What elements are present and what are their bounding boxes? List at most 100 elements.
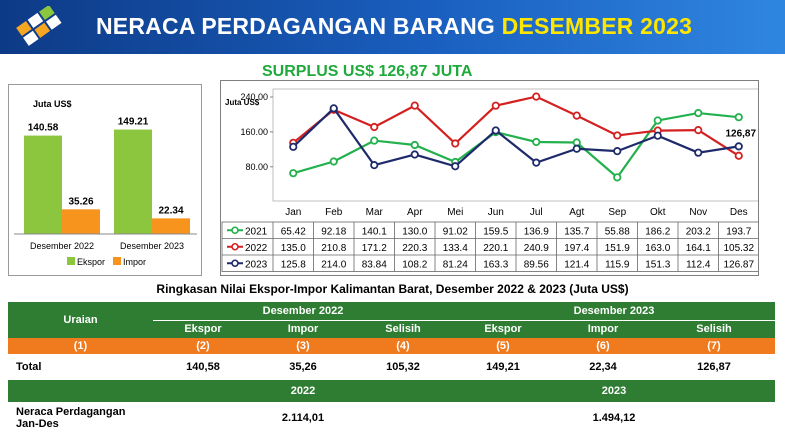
x-category-label: Jul (530, 207, 543, 218)
summary-table: Uraian Desember 2022 Desember 2023 Ekspo… (8, 302, 775, 434)
last-value-annotation: 126,87 (725, 128, 756, 139)
legend-label-2022: 2022 (245, 243, 268, 254)
legend-label-2023: 2023 (245, 259, 268, 270)
legend-marker-2022 (231, 242, 239, 251)
data-table-value: 140.1 (362, 226, 387, 237)
legend-marker-2021 (231, 226, 239, 235)
data-table-value: 197.4 (564, 243, 589, 254)
data-point-2022 (370, 122, 379, 132)
header-period-2023: Desember 2023 (453, 302, 775, 321)
data-table-value: 159.5 (483, 226, 508, 237)
data-table-value: 91.02 (443, 226, 468, 237)
data-table-value: 220.3 (402, 243, 427, 254)
legend-label-2021: 2021 (245, 226, 268, 237)
data-point-2021 (329, 157, 338, 166)
data-table-value: 121.4 (564, 259, 589, 270)
header-period-2022: Desember 2022 (153, 302, 453, 321)
data-table-value: 151.9 (605, 243, 630, 254)
x-category-label: Nov (689, 207, 707, 218)
header-selisih-2022: Selisih (353, 320, 453, 338)
bar-value-label: 149.21 (118, 117, 149, 128)
data-point-2022 (613, 131, 622, 140)
data-table-value: 89.56 (524, 259, 549, 270)
total-selisih-2022: 105,32 (353, 354, 453, 380)
data-point-2023 (329, 104, 338, 113)
neraca-2022-value: 2.114,01 (153, 402, 453, 434)
data-point-2021 (694, 108, 703, 118)
data-point-2022 (491, 101, 500, 110)
data-point-2021 (370, 136, 379, 145)
data-table-value: 136.9 (524, 226, 549, 237)
header-uraian: Uraian (8, 302, 153, 338)
x-category-label: Mar (366, 207, 384, 218)
bar-ekspor (114, 129, 152, 234)
header-selisih-2023: Selisih (653, 320, 775, 338)
bps-logo-icon (16, 6, 62, 46)
data-point-2023 (491, 126, 500, 135)
header-ekspor-2022: Ekspor (153, 320, 253, 338)
data-table-value: 65.42 (281, 226, 306, 237)
data-table-value: 133.4 (443, 243, 468, 254)
data-point-2021 (410, 140, 419, 150)
x-category-label: Jan (285, 207, 301, 218)
index-cell: (4) (353, 338, 453, 354)
header-impor-2023: Impor (553, 320, 653, 338)
line-chart-ylabel: Juta US$ (225, 98, 260, 107)
data-table-value: 83.84 (362, 259, 387, 270)
series-line-2023 (292, 106, 739, 168)
total-impor-2022: 35,26 (253, 354, 353, 380)
legend-label-impor: Impor (123, 257, 146, 267)
index-cell: (5) (453, 338, 553, 354)
data-point-2023 (613, 147, 622, 156)
data-point-2023 (289, 142, 298, 151)
data-point-2022 (572, 111, 581, 120)
y-tick-label: 80.00 (245, 162, 268, 172)
neraca-label-line1: Neraca Perdagangan (16, 406, 126, 418)
page-title: NERACA PERDAGANGAN BARANG DESEMBER 2023 (96, 13, 692, 40)
data-table-value: 55.88 (605, 226, 630, 237)
bar-chart-panel: Juta US$ 140.58 149.21 35.26 22.34 Desember 2… (8, 84, 202, 276)
bar-impor (152, 218, 190, 234)
bar-value-label: 140.58 (28, 123, 59, 134)
series-line-2021 (292, 111, 739, 179)
data-table-value: 135.0 (281, 243, 306, 254)
total-ekspor-2022: 140,58 (153, 354, 253, 380)
x-category-label: Feb (325, 207, 343, 218)
x-category-label: Des (730, 207, 748, 218)
index-cell: (6) (553, 338, 653, 354)
header-ekspor-2023: Ekspor (453, 320, 553, 338)
data-table-value: 125.8 (281, 259, 306, 270)
index-cell: (2) (153, 338, 253, 354)
legend-swatch-impor (113, 257, 121, 265)
data-table-value: 163.3 (483, 259, 508, 270)
y-tick-label: 240.00 (240, 92, 268, 102)
data-point-2021 (734, 113, 743, 122)
line-chart-panel: 80.00 160.00 240.00 Juta US$ 126,87 Jan Feb Mar… (220, 80, 760, 276)
total-selisih-2023: 126,87 (653, 354, 775, 380)
bar-chart-ylabel: Juta US$ (33, 99, 72, 109)
total-label: Total (8, 354, 153, 380)
data-table-value: 214.0 (321, 259, 346, 270)
data-table-value: 112.4 (686, 259, 711, 270)
series-line-2022 (292, 95, 740, 157)
neraca-label: Neraca Perdagangan Jan-Des (8, 402, 153, 434)
legend-marker-2023 (231, 259, 239, 268)
data-table-value: 92.18 (321, 226, 346, 237)
data-point-2021 (613, 173, 622, 182)
data-point-2023 (532, 158, 541, 167)
data-point-2021 (532, 137, 541, 147)
data-table-value: 135.7 (564, 226, 589, 237)
header-banner: NERACA PERDAGANGAN BARANG DESEMBER 2023 (0, 0, 785, 54)
bar-value-label: 22.34 (158, 205, 183, 216)
neraca-2023-value: 1.494,12 (453, 402, 775, 434)
total-ekspor-2023: 149,21 (453, 354, 553, 380)
data-point-2022 (734, 151, 743, 160)
x-category-label: Okt (650, 207, 666, 218)
data-point-2023 (653, 131, 662, 140)
data-table-value: 151.3 (645, 259, 670, 270)
year-header-2023: 2023 (453, 380, 775, 402)
legend-swatch-ekspor (67, 257, 75, 265)
index-cell: (1) (8, 338, 153, 354)
data-table-value: 203.2 (686, 226, 711, 237)
title-main: NERACA PERDAGANGAN BARANG (96, 13, 495, 39)
